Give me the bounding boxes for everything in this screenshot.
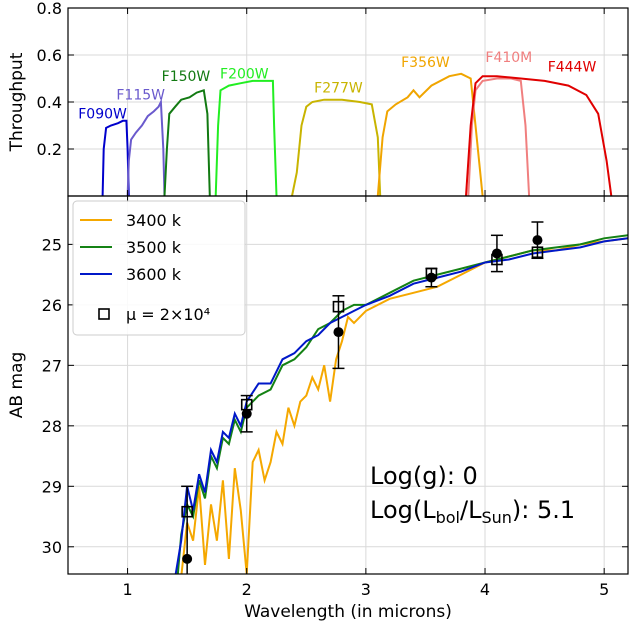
model-square-marker: [491, 253, 503, 266]
bottom-ticks: 1 2 3 4 5 25 26 27 28 29 30: [42, 196, 628, 599]
legend-label: 3600 k: [126, 265, 182, 284]
legend-label: 3400 k: [126, 211, 182, 230]
filter-curve-f356w: [376, 72, 484, 197]
model-square-marker: [181, 505, 193, 518]
bottom-x-tick-label: 3: [361, 580, 371, 599]
filter-label-f200w: F200W: [220, 67, 269, 83]
model-square-marker: [425, 267, 438, 280]
observed-point: [182, 553, 193, 564]
filter-curve-f200w: [214, 79, 278, 197]
bottom-y-tick-label: 25: [42, 235, 62, 254]
lbol-suffix: ): 5.1: [512, 496, 575, 524]
bottom-y-tick-label: 30: [42, 538, 62, 557]
legend-label: μ = 2×10⁴: [126, 305, 210, 324]
bottom-y-tick-label: 28: [42, 417, 62, 436]
model-square-marker: [332, 300, 345, 313]
top-y-tick-label: 0.8: [37, 0, 62, 18]
filter-label-f150w: F150W: [162, 69, 211, 85]
x-axis-label: Wavelength (in microns): [244, 602, 452, 622]
bottom-x-tick-label: 5: [599, 580, 609, 599]
bottom-y-axis-label: AB mag: [7, 352, 27, 418]
filter-labels: F090W F115W F150W F200W F277W F356W F410M F444W: [78, 50, 596, 122]
lbol-annotation: Log(Lbol/LSun): 5.1: [370, 496, 575, 527]
filter-curve-f410m: [467, 77, 531, 197]
lbol-mid: /L: [460, 496, 482, 524]
filter-curve-f444w: [465, 75, 613, 197]
logg-annotation: Log(g): 0: [370, 462, 478, 490]
legend-square-marker: [98, 308, 110, 320]
bottom-x-tick-label: 4: [480, 580, 490, 599]
top-y-ticks: 0.2 0.4 0.6 0.8: [37, 0, 628, 196]
model-square-marker: [240, 398, 253, 411]
magnitude-panel: 1 2 3 4 5 25 26 27 28 29 30 AB mag Wavelength (in …: [7, 195, 629, 622]
top-y-tick-label: 0.6: [37, 46, 62, 65]
bottom-x-tick-label: 2: [242, 580, 252, 599]
filter-curve-f277w: [291, 98, 382, 197]
filter-label-f090w: F090W: [78, 106, 127, 122]
top-y-tick-label: 0.2: [37, 140, 62, 159]
observed-point: [532, 235, 543, 246]
throughput-panel: F090W F115W F150W F200W F277W F356W F410M F444W…: [7, 0, 629, 197]
filter-curve-f090w: [101, 119, 130, 197]
throughput-curves: [101, 72, 613, 197]
filter-label-f356w: F356W: [401, 55, 450, 71]
top-y-tick-label: 0.4: [37, 93, 62, 112]
bottom-y-tick-label: 27: [42, 356, 62, 375]
spectrum-curve: [180, 237, 628, 574]
legend: 3400 k 3500 k 3600 k μ = 2×10⁴: [72, 200, 246, 336]
bottom-y-tick-label: 26: [42, 296, 62, 315]
lbol-prefix: Log(L: [370, 496, 436, 524]
lbol-sub-bol: bol: [436, 508, 460, 527]
top-y-axis-label: Throughput: [7, 52, 27, 152]
observed-point: [491, 248, 502, 259]
filter-label-f115w: F115W: [116, 88, 165, 104]
legend-box: [72, 200, 246, 336]
observed-point: [333, 327, 344, 338]
filter-curve-f115w: [126, 98, 166, 197]
lbol-sub-sun: Sun: [481, 508, 511, 527]
bottom-axes-frame: [67, 195, 629, 575]
filter-label-f410m: F410M: [485, 50, 532, 66]
model-square-marker: [531, 246, 544, 259]
filter-label-f277w: F277W: [314, 81, 363, 97]
filter-curve-f150w: [163, 88, 211, 197]
legend-label: 3500 k: [126, 238, 182, 257]
bottom-grid: [68, 196, 628, 574]
observed-point: [241, 408, 252, 419]
bottom-y-tick-label: 29: [42, 477, 62, 496]
bottom-x-tick-label: 1: [122, 580, 132, 599]
model-square-markers: [181, 246, 544, 518]
filter-label-f444w: F444W: [548, 59, 597, 75]
